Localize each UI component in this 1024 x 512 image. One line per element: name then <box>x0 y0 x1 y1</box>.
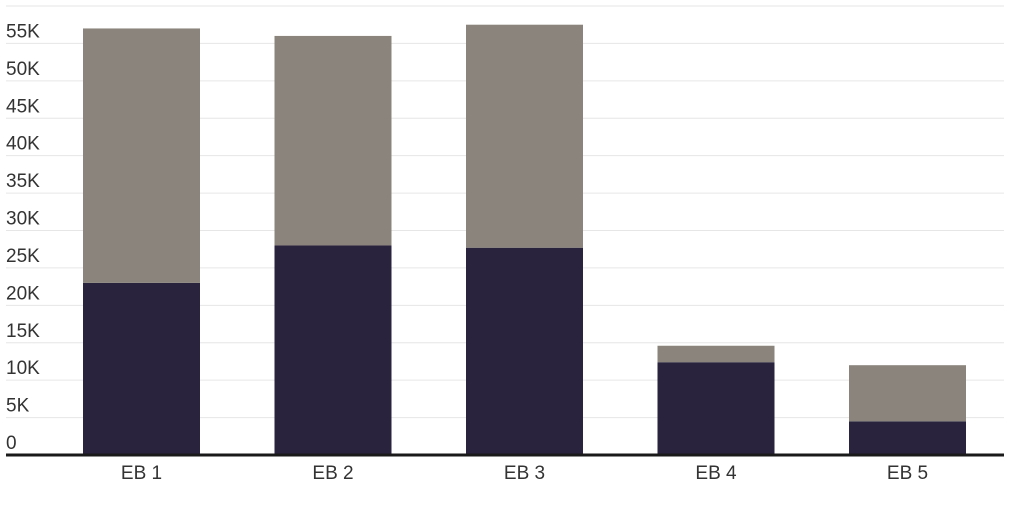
bar-segment <box>657 362 775 455</box>
y-tick-label: 25K <box>6 246 40 267</box>
y-tick-label: 55K <box>6 21 40 42</box>
y-tick-label: 35K <box>6 171 40 192</box>
bar-segment <box>83 282 200 455</box>
y-tick-label: 0 <box>6 433 17 454</box>
bar-segment <box>849 421 966 455</box>
x-tick-label: EB 3 <box>504 463 545 484</box>
y-tick-label: 45K <box>6 96 40 117</box>
y-tick-label: 10K <box>6 358 40 379</box>
y-axis-ticks: 0 5K 10K 15K 20K 25K 30K 35K 40K 45K 50K 55K 60K <box>6 0 40 454</box>
x-tick-label: EB 4 <box>695 463 737 484</box>
y-tick-label: 15K <box>6 321 40 342</box>
x-tick-label: EB 2 <box>312 463 353 484</box>
x-tick-label: EB 1 <box>121 463 162 484</box>
bar-segment <box>657 345 775 363</box>
y-tick-label: 40K <box>6 134 40 155</box>
bars <box>83 24 966 455</box>
bar-segment <box>83 28 200 283</box>
bar-segment <box>849 365 966 422</box>
y-tick-label: 60K <box>6 0 40 5</box>
x-tick-label: EB 5 <box>887 463 928 484</box>
bar-segment <box>466 247 583 455</box>
y-tick-label: 30K <box>6 209 40 230</box>
bar-segment <box>466 24 583 248</box>
bar-segment <box>274 245 392 455</box>
y-tick-label: 20K <box>6 283 40 304</box>
x-axis-labels: EB 1 EB 2 EB 3 EB 4 EB 5 <box>121 463 928 484</box>
y-tick-label: 5K <box>6 396 30 417</box>
y-tick-label: 50K <box>6 59 40 80</box>
bar-segment <box>274 35 392 246</box>
